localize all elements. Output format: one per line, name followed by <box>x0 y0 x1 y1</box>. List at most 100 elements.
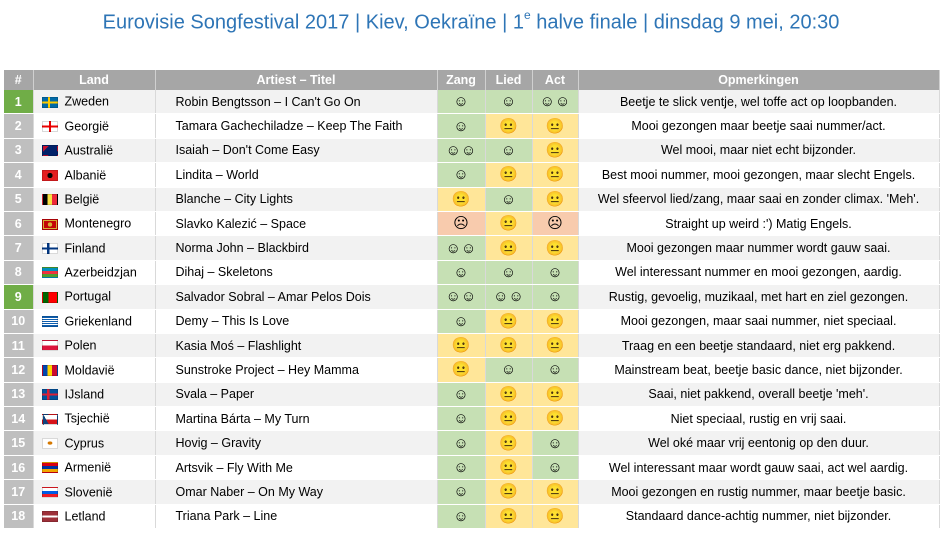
zang-rating-cell[interactable]: ☺ <box>437 455 486 481</box>
rank-number-cell[interactable]: 14 <box>4 406 34 432</box>
lied-rating-cell[interactable]: ☺ <box>485 260 533 286</box>
notes-cell[interactable]: Mooi gezongen maar beetje saai nummer/ac… <box>578 113 940 139</box>
notes-cell[interactable]: Mooi gezongen, maar saai nummer, niet sp… <box>578 309 940 334</box>
notes-cell[interactable]: Straight up weird :') Matig Engels. <box>578 211 940 237</box>
act-rating-cell[interactable]: ☺ <box>532 455 579 481</box>
zang-rating-cell[interactable]: 😐 <box>437 333 486 359</box>
lied-rating-cell[interactable]: 😐 <box>485 504 533 530</box>
notes-cell[interactable]: Best mooi nummer, mooi gezongen, maar sl… <box>578 162 940 188</box>
rank-number-cell[interactable]: 4 <box>4 162 34 188</box>
zang-rating-cell[interactable]: ☺ <box>437 260 486 286</box>
notes-cell[interactable]: Traag en een beetje standaard, niet erg … <box>578 333 940 359</box>
zang-rating-cell[interactable]: ☺ <box>437 309 486 334</box>
rank-number-cell[interactable]: 11 <box>4 333 34 359</box>
rank-number-cell[interactable]: 10 <box>4 309 34 334</box>
lied-rating-cell[interactable]: ☺ <box>485 138 533 164</box>
artist-title-cell[interactable]: Kasia Moś – Flashlight <box>155 333 438 359</box>
act-rating-cell[interactable]: 😐 <box>532 162 579 188</box>
rank-number-cell[interactable]: 17 <box>4 479 34 505</box>
act-rating-cell[interactable]: 😐 <box>532 382 579 408</box>
artist-title-cell[interactable]: Hovig – Gravity <box>155 430 438 456</box>
zang-rating-cell[interactable]: ☺ <box>437 406 486 432</box>
lied-rating-cell[interactable]: 😐 <box>485 113 533 139</box>
notes-cell[interactable]: Wel interessant nummer en mooi gezongen,… <box>578 260 940 286</box>
artist-title-cell[interactable]: Artsvik – Fly With Me <box>155 455 438 481</box>
lied-rating-cell[interactable]: ☺ <box>485 187 533 212</box>
rank-number-cell[interactable]: 1 <box>4 90 34 115</box>
artist-title-cell[interactable]: Norma John – Blackbird <box>155 235 438 261</box>
notes-cell[interactable]: Wel oké maar vrij eentonig op den duur. <box>578 430 940 456</box>
zang-rating-cell[interactable]: ☺☺ <box>437 138 486 164</box>
rank-number-cell[interactable]: 3 <box>4 138 34 164</box>
act-rating-cell[interactable]: ☺ <box>532 284 579 310</box>
country-cell[interactable]: Georgië <box>33 113 156 139</box>
artist-title-cell[interactable]: Dihaj – Skeletons <box>155 260 438 286</box>
act-rating-cell[interactable]: 😐 <box>532 113 579 139</box>
notes-cell[interactable]: Standaard dance-achtig nummer, niet bijz… <box>578 504 940 530</box>
act-rating-cell[interactable]: 😐 <box>532 333 579 359</box>
country-cell[interactable]: Tsjechië <box>33 406 156 432</box>
notes-cell[interactable]: Wel mooi, maar niet echt bijzonder. <box>578 138 940 164</box>
col-header-notes[interactable]: Opmerkingen <box>578 70 940 90</box>
act-rating-cell[interactable]: ☺ <box>532 260 579 286</box>
artist-title-cell[interactable]: Sunstroke Project – Hey Mamma <box>155 357 438 383</box>
act-rating-cell[interactable]: 😐 <box>532 235 579 261</box>
col-header-artist[interactable]: Artiest – Titel <box>155 70 438 90</box>
artist-title-cell[interactable]: Martina Bárta – My Turn <box>155 406 438 432</box>
lied-rating-cell[interactable]: 😐 <box>485 430 533 456</box>
zang-rating-cell[interactable]: ☹ <box>437 211 486 237</box>
artist-title-cell[interactable]: Demy – This Is Love <box>155 309 438 334</box>
act-rating-cell[interactable]: 😐 <box>532 406 579 432</box>
artist-title-cell[interactable]: Blanche – City Lights <box>155 187 438 212</box>
zang-rating-cell[interactable]: 😐 <box>437 357 486 383</box>
notes-cell[interactable]: Beetje te slick ventje, wel toffe act op… <box>578 90 940 115</box>
lied-rating-cell[interactable]: ☺☺ <box>485 284 533 310</box>
act-rating-cell[interactable]: 😐 <box>532 504 579 530</box>
lied-rating-cell[interactable]: 😐 <box>485 333 533 359</box>
rank-number-cell[interactable]: 12 <box>4 357 34 383</box>
lied-rating-cell[interactable]: 😐 <box>485 309 533 334</box>
act-rating-cell[interactable]: 😐 <box>532 309 579 334</box>
rank-number-cell[interactable]: 18 <box>4 504 34 530</box>
country-cell[interactable]: Azerbeidzjan <box>33 260 156 286</box>
notes-cell[interactable]: Rustig, gevoelig, muzikaal, met hart en … <box>578 284 940 310</box>
artist-title-cell[interactable]: Isaiah – Don't Come Easy <box>155 138 438 164</box>
zang-rating-cell[interactable]: ☺ <box>437 162 486 188</box>
rank-number-cell[interactable]: 16 <box>4 455 34 481</box>
artist-title-cell[interactable]: Tamara Gachechiladze – Keep The Faith <box>155 113 438 139</box>
act-rating-cell[interactable]: 😐 <box>532 479 579 505</box>
artist-title-cell[interactable]: Omar Naber – On My Way <box>155 479 438 505</box>
country-cell[interactable]: Letland <box>33 504 156 530</box>
country-cell[interactable]: Polen <box>33 333 156 359</box>
col-header-lied[interactable]: Lied <box>485 70 533 90</box>
country-cell[interactable]: Griekenland <box>33 309 156 334</box>
notes-cell[interactable]: Wel interessant maar wordt gauw saai, ac… <box>578 455 940 481</box>
lied-rating-cell[interactable]: 😐 <box>485 211 533 237</box>
notes-cell[interactable]: Wel sfeervol lied/zang, maar saai en zon… <box>578 187 940 212</box>
zang-rating-cell[interactable]: 😐 <box>437 187 486 212</box>
zang-rating-cell[interactable]: ☺ <box>437 479 486 505</box>
artist-title-cell[interactable]: Lindita – World <box>155 162 438 188</box>
act-rating-cell[interactable]: ☺ <box>532 357 579 383</box>
country-cell[interactable]: Montenegro <box>33 211 156 237</box>
country-cell[interactable]: Portugal <box>33 284 156 310</box>
zang-rating-cell[interactable]: ☺☺ <box>437 235 486 261</box>
zang-rating-cell[interactable]: ☺ <box>437 113 486 139</box>
country-cell[interactable]: Albanië <box>33 162 156 188</box>
act-rating-cell[interactable]: ☹ <box>532 211 579 237</box>
zang-rating-cell[interactable]: ☺☺ <box>437 284 486 310</box>
artist-title-cell[interactable]: Robin Bengtsson – I Can't Go On <box>155 90 438 115</box>
notes-cell[interactable]: Mooi gezongen en rustig nummer, maar bee… <box>578 479 940 505</box>
act-rating-cell[interactable]: 😐 <box>532 187 579 212</box>
lied-rating-cell[interactable]: 😐 <box>485 235 533 261</box>
notes-cell[interactable]: Niet speciaal, rustig en vrij saai. <box>578 406 940 432</box>
rank-number-cell[interactable]: 9 <box>4 284 34 310</box>
col-header-act[interactable]: Act <box>532 70 579 90</box>
rank-number-cell[interactable]: 13 <box>4 382 34 408</box>
lied-rating-cell[interactable]: 😐 <box>485 162 533 188</box>
country-cell[interactable]: België <box>33 187 156 212</box>
lied-rating-cell[interactable]: 😐 <box>485 382 533 408</box>
col-header-zang[interactable]: Zang <box>437 70 486 90</box>
rank-number-cell[interactable]: 15 <box>4 430 34 456</box>
col-header-num[interactable]: # <box>4 70 34 90</box>
